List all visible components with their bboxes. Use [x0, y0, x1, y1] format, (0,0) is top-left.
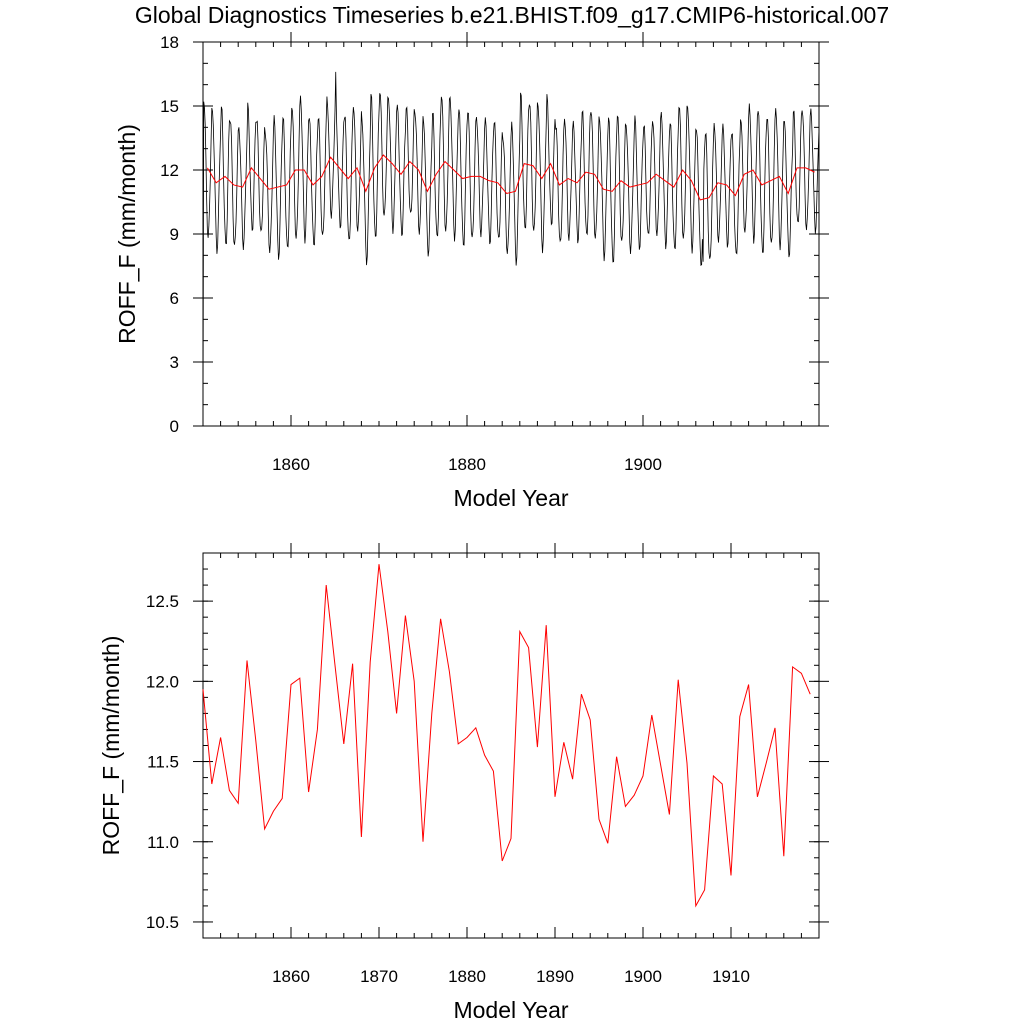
y-tick-label: 12.0 — [146, 672, 179, 691]
chart-panel-2: 1860 1870 1880 1890 1900 1910 10.5 11.0 11.5 12.0… — [98, 543, 829, 1023]
x-tick-label: 1860 — [272, 455, 310, 474]
y-tick-label: 3 — [170, 353, 179, 372]
y-tick-label: 11.5 — [147, 753, 179, 772]
y-tick-label: 10.5 — [146, 913, 179, 932]
y-axis-label: ROFF_F (mm/month) — [114, 124, 140, 344]
figure-title: Global Diagnostics Timeseries b.e21.BHIS… — [134, 2, 890, 28]
x-tick-label: 1880 — [448, 455, 486, 474]
x-tick-label: 1910 — [712, 967, 750, 986]
y-tick-label: 12.5 — [146, 592, 179, 611]
y-tick-label: 18 — [160, 33, 179, 52]
y-tick-label: 12 — [160, 161, 179, 180]
plot-frame — [202, 552, 820, 939]
y-tick-label: 15 — [160, 97, 179, 116]
chart-panel-1: 1860 1880 1900 0 3 6 9 12 15 18 Model Year ROFF_F (… — [114, 32, 829, 511]
y-tick-label: 0 — [170, 417, 179, 436]
x-tick-label: 1890 — [536, 967, 574, 986]
y-tick-label: 11.0 — [147, 833, 179, 852]
y-tick-label: 6 — [170, 289, 179, 308]
y-tick-label: 9 — [170, 225, 179, 244]
x-tick-label: 1870 — [360, 967, 398, 986]
x-axis-label: Model Year — [453, 997, 568, 1023]
x-tick-label: 1880 — [448, 967, 486, 986]
x-axis-label: Model Year — [453, 485, 568, 511]
monthly-series-line — [202, 71, 820, 427]
x-tick-label: 1860 — [272, 967, 310, 986]
y-axis-label: ROFF_F (mm/month) — [98, 636, 124, 856]
annual-mean-line — [206, 154, 815, 201]
x-tick-label: 1900 — [624, 967, 662, 986]
annual-mean-line — [202, 564, 811, 908]
x-tick-label: 1900 — [624, 455, 662, 474]
